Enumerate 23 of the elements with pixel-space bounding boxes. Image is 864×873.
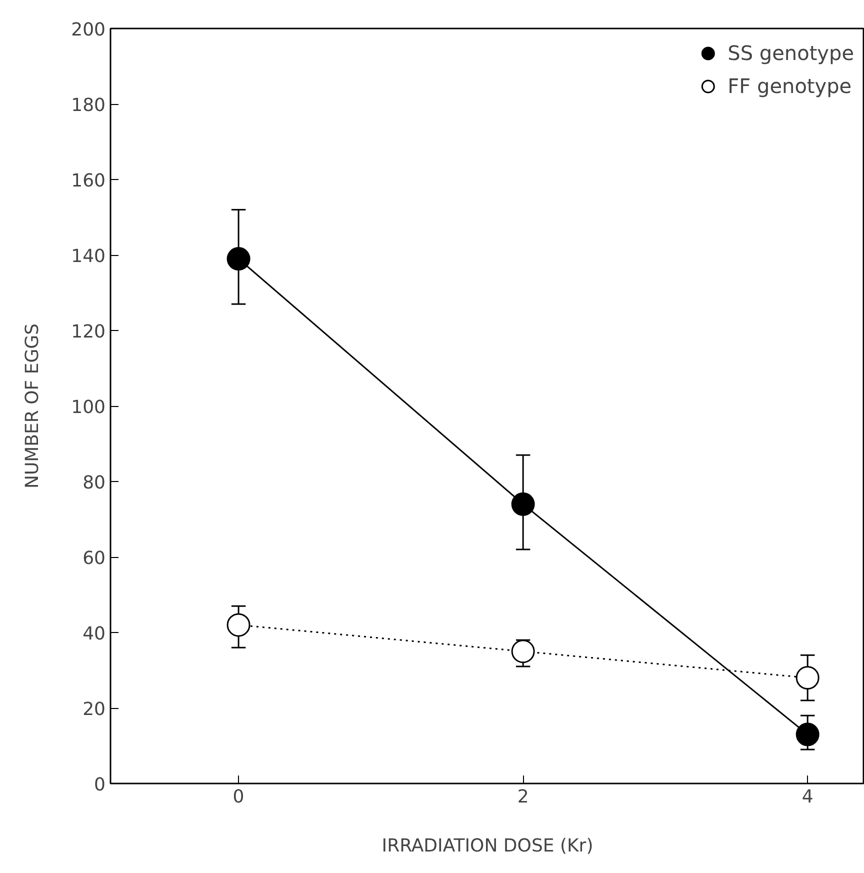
point bbox=[511, 640, 535, 664]
point bbox=[226, 247, 250, 271]
point bbox=[511, 492, 535, 516]
y-tick-label: 160 bbox=[71, 170, 106, 192]
y-tick-label: 120 bbox=[71, 322, 106, 342]
y-tick-label: 40 bbox=[82, 624, 106, 644]
y-tick-label: 20 bbox=[82, 699, 106, 720]
point bbox=[796, 666, 820, 690]
point bbox=[796, 722, 820, 746]
x-tick-label: 0 bbox=[232, 786, 244, 808]
legend-label: FF genotype bbox=[728, 74, 852, 98]
y-axis-title: NUMBER OF EGGS bbox=[22, 323, 44, 489]
x-tick-label: 4 bbox=[802, 786, 814, 808]
y-tick-label: 200 bbox=[71, 20, 106, 40]
y-tick-label: 80 bbox=[82, 472, 106, 494]
y-tick-label: 100 bbox=[71, 397, 106, 418]
x-axis-title: IRRADIATION DOSE (Kr) bbox=[382, 836, 594, 856]
x-tick-label: 2 bbox=[517, 786, 529, 808]
y-tick-label: 180 bbox=[71, 95, 106, 116]
y-tick-label: 140 bbox=[71, 246, 106, 267]
point bbox=[226, 613, 250, 637]
y-tick-label: 60 bbox=[82, 548, 106, 569]
legend-label: SS genotype bbox=[728, 41, 854, 65]
